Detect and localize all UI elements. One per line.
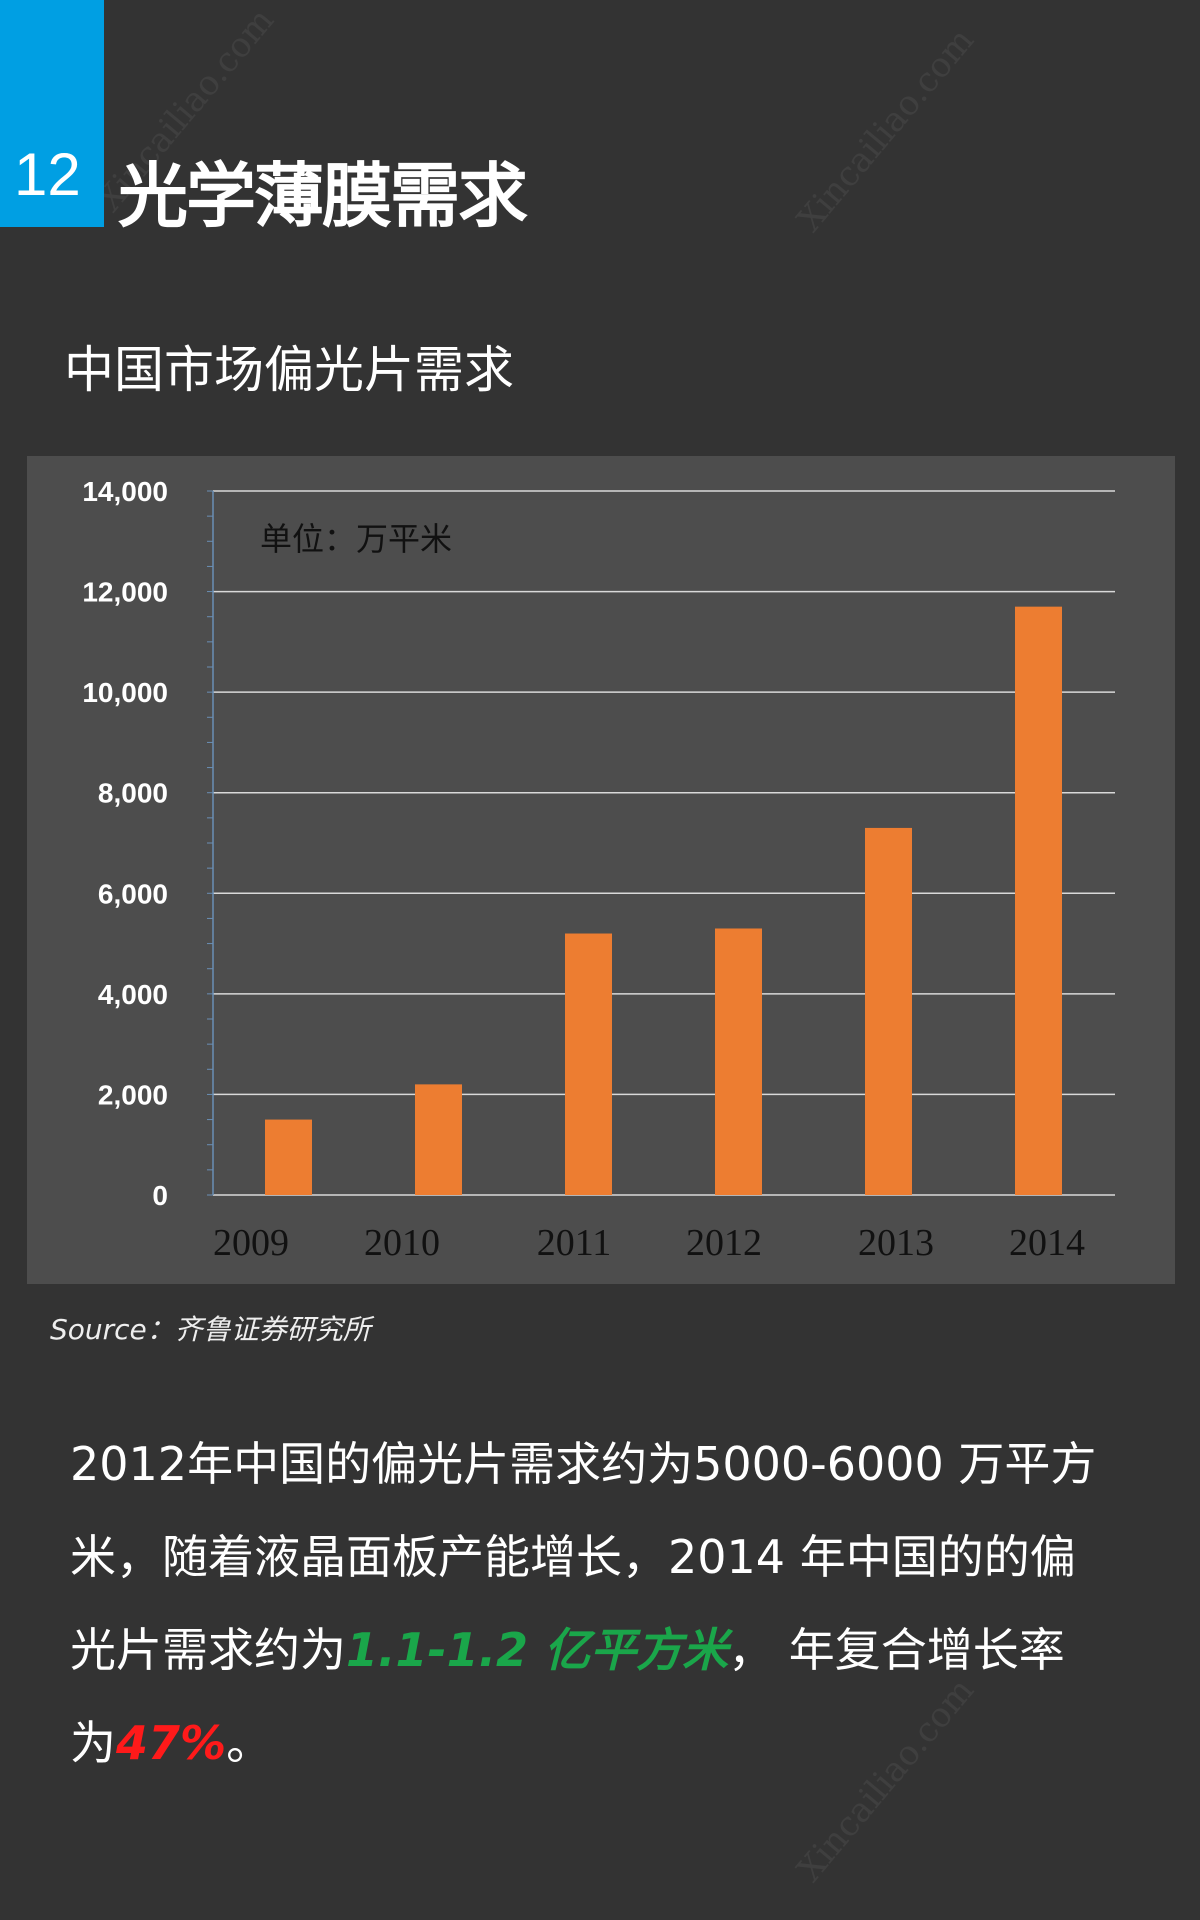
para-text: 。 <box>226 1716 273 1770</box>
summary-paragraph: 2012年中国的偏光片需求约为5000-6000 万平方 米，随着液晶面板产能增… <box>70 1418 1150 1790</box>
y-tick-label: 2,000 <box>98 1079 168 1110</box>
x-tick-label: 2010 <box>364 1222 440 1264</box>
y-tick-label: 10,000 <box>82 677 168 708</box>
section-number-block: 12 <box>0 0 104 227</box>
unit-label: 单位：万平米 <box>260 520 452 558</box>
y-tick-label: 12,000 <box>82 577 168 608</box>
y-tick-label: 6,000 <box>98 878 168 909</box>
x-tick-label: 2009 <box>213 1222 289 1264</box>
para-text: 光片需求约为 <box>70 1623 346 1677</box>
bar-2012 <box>715 928 762 1195</box>
para-text: 米，随着液晶面板产能增长，2014 年中国的的偏 <box>70 1530 1076 1584</box>
y-tick-label: 8,000 <box>98 778 168 809</box>
y-tick-label: 4,000 <box>98 979 168 1010</box>
para-text: 2012年中国的偏光片需求约为5000-6000 万平方 <box>70 1437 1097 1491</box>
x-tick-label: 2012 <box>686 1222 762 1264</box>
para-text: ， 年复合增长率 <box>728 1623 1065 1677</box>
chart-subtitle: 中国市场偏光片需求 <box>64 341 514 399</box>
highlight-cagr: 47% <box>116 1716 227 1770</box>
source-note: Source：齐鲁证券研究所 <box>50 1313 371 1346</box>
y-tick-label: 0 <box>152 1180 168 1211</box>
para-text: 为 <box>70 1716 116 1770</box>
x-tick-label: 2014 <box>1009 1222 1085 1264</box>
bar-2010 <box>415 1084 462 1195</box>
x-tick-label: 2013 <box>858 1222 934 1264</box>
x-tick-label: 2011 <box>537 1222 612 1264</box>
page-title: 光学薄膜需求 <box>118 155 528 237</box>
bar-2014 <box>1015 606 1062 1195</box>
y-tick-label: 14,000 <box>82 476 168 507</box>
bar-2009 <box>265 1119 312 1195</box>
section-number: 12 <box>14 141 81 208</box>
bar-2011 <box>565 933 612 1195</box>
bar-2013 <box>865 827 912 1195</box>
bar-chart: 02,0004,0006,0008,00010,00012,00014,000 … <box>82 476 1115 1264</box>
highlight-area: 1.1-1.2 亿平方米 <box>346 1623 729 1677</box>
